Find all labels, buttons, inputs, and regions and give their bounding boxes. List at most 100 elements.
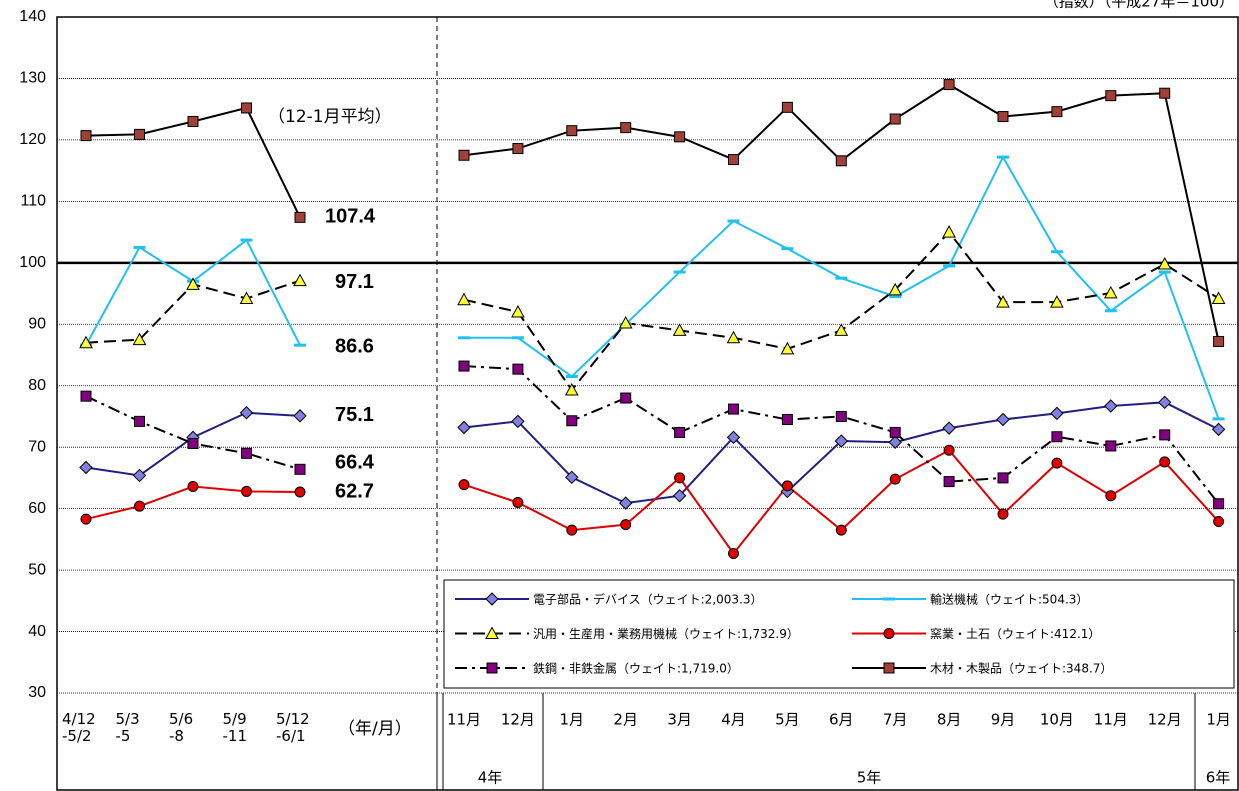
x-tick-label: 12月 bbox=[1148, 711, 1182, 729]
value-label: 107.4 bbox=[325, 206, 376, 228]
marker bbox=[566, 524, 578, 536]
marker bbox=[134, 128, 145, 140]
marker bbox=[943, 79, 955, 91]
marker bbox=[1213, 335, 1225, 347]
marker bbox=[997, 508, 1009, 520]
marker bbox=[888, 435, 902, 449]
marker bbox=[781, 480, 793, 492]
marker bbox=[241, 447, 252, 459]
series-line bbox=[463, 83, 1220, 342]
x-tick-label: 5/12 -6/1 bbox=[276, 710, 310, 745]
marker bbox=[1103, 285, 1118, 299]
marker bbox=[888, 282, 903, 296]
series-line bbox=[463, 448, 1220, 556]
marker bbox=[834, 323, 849, 336]
value-label: 86.6 bbox=[335, 335, 374, 357]
y-tick-label: 110 bbox=[20, 193, 46, 210]
marker bbox=[1105, 440, 1117, 452]
marker bbox=[835, 155, 847, 167]
marker bbox=[457, 292, 471, 306]
marker bbox=[294, 343, 306, 347]
marker bbox=[1050, 295, 1064, 308]
marker bbox=[781, 247, 794, 251]
marker bbox=[1050, 250, 1063, 254]
marker bbox=[889, 113, 901, 125]
marker bbox=[294, 463, 306, 475]
marker bbox=[80, 390, 92, 402]
x-tick-label: 3月 bbox=[667, 711, 692, 729]
marker bbox=[511, 304, 525, 318]
legend-label: 電子部品・デバイス（ウェイト:2,003.3） bbox=[533, 592, 763, 607]
marker bbox=[80, 513, 92, 525]
marker bbox=[1105, 90, 1117, 102]
marker bbox=[458, 479, 470, 491]
legend-box bbox=[443, 579, 1235, 689]
legend-label: 窯業・土石（ウェイト:412.1） bbox=[930, 626, 1100, 641]
marker bbox=[512, 143, 524, 155]
marker bbox=[672, 323, 687, 336]
marker bbox=[943, 444, 955, 456]
marker bbox=[943, 476, 955, 488]
legend-label: 汎用・生産用・業務用機械（ウェイト:1,732.9） bbox=[533, 626, 799, 641]
marker bbox=[835, 276, 848, 280]
marker bbox=[996, 412, 1010, 427]
marker bbox=[1157, 395, 1172, 410]
marker bbox=[187, 481, 199, 493]
marker bbox=[241, 485, 252, 497]
marker bbox=[727, 219, 740, 223]
marker bbox=[458, 360, 470, 372]
marker bbox=[566, 125, 578, 137]
marker bbox=[674, 426, 686, 438]
marker bbox=[726, 430, 741, 445]
marker bbox=[132, 332, 147, 346]
marker bbox=[618, 315, 633, 329]
marker bbox=[1157, 257, 1172, 270]
marker bbox=[187, 437, 199, 449]
legend-marker bbox=[486, 662, 498, 674]
x-unit: （年/月） bbox=[338, 719, 412, 739]
marker bbox=[80, 130, 92, 142]
marker bbox=[1212, 417, 1225, 421]
marker bbox=[565, 375, 578, 379]
marker bbox=[618, 496, 633, 510]
marker bbox=[728, 403, 739, 415]
marker bbox=[835, 524, 847, 536]
value-label: 66.4 bbox=[335, 452, 375, 474]
marker bbox=[187, 115, 199, 127]
value-label: 62.7 bbox=[335, 480, 374, 502]
marker bbox=[79, 460, 93, 475]
x-tick-label: 10月 bbox=[1040, 711, 1074, 729]
y-tick-label: 90 bbox=[28, 315, 46, 332]
legend-marker bbox=[485, 592, 499, 606]
marker bbox=[1105, 490, 1117, 502]
marker bbox=[781, 414, 793, 426]
marker bbox=[1159, 429, 1171, 441]
marker bbox=[512, 363, 524, 375]
x-tick-label: 9月 bbox=[991, 711, 1016, 729]
marker bbox=[997, 472, 1009, 484]
x-tick-label: 5/6 -8 bbox=[169, 710, 193, 745]
marker bbox=[1211, 422, 1226, 437]
marker bbox=[512, 496, 524, 508]
value-label: 97.1 bbox=[335, 271, 374, 293]
marker bbox=[239, 291, 254, 304]
legend: 電子部品・デバイス（ウェイト:2,003.3） 輸送機械（ウェイト:504.3） 汎… bbox=[443, 579, 1235, 689]
x-tick-label: 5/3 -5 bbox=[116, 710, 140, 745]
marker bbox=[672, 489, 687, 503]
marker bbox=[511, 414, 525, 429]
marker bbox=[458, 336, 470, 340]
marker bbox=[1104, 309, 1117, 313]
legend-marker bbox=[883, 597, 895, 601]
marker bbox=[835, 410, 847, 422]
y-tick-label: 60 bbox=[28, 500, 46, 517]
x-tick-label: 5月 bbox=[775, 711, 800, 729]
year-label: 5年 bbox=[857, 769, 882, 787]
y-tick-label: 80 bbox=[28, 377, 46, 394]
marker bbox=[620, 392, 632, 404]
marker bbox=[728, 154, 739, 166]
marker bbox=[79, 335, 93, 349]
marker bbox=[293, 273, 307, 287]
marker bbox=[564, 382, 579, 396]
marker bbox=[997, 155, 1009, 159]
x-tick-label: 8月 bbox=[937, 711, 962, 729]
